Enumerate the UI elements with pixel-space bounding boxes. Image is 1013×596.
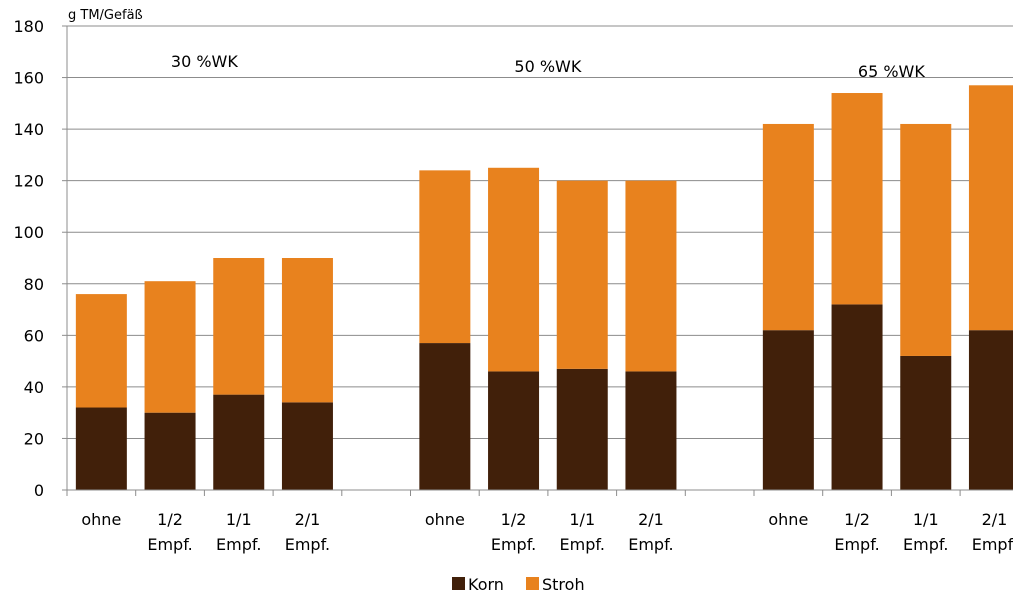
category-label: ohne bbox=[768, 510, 808, 529]
category-labels: ohne 1/2 Empf. 1/1 Empf. 2/1 Empf. ohne 1/2 Empf.… bbox=[81, 510, 1013, 554]
y-axis-unit-label: g TM/Gefäß bbox=[68, 8, 143, 23]
bar-korn bbox=[831, 304, 883, 490]
bar-stroh bbox=[419, 170, 471, 344]
group-label: 65 %WK bbox=[858, 62, 925, 81]
bar-stroh bbox=[900, 123, 952, 356]
category-label: Empf. bbox=[285, 535, 330, 554]
bar-korn bbox=[144, 412, 196, 490]
bar-korn bbox=[419, 343, 471, 490]
bar-stroh bbox=[213, 258, 265, 395]
category-label: 1/1 bbox=[913, 510, 939, 529]
legend-swatch-korn bbox=[452, 577, 465, 590]
group-label: 30 %WK bbox=[171, 52, 238, 71]
legend-label: Stroh bbox=[542, 575, 585, 594]
bar-stroh bbox=[556, 180, 608, 369]
category-label: Empf. bbox=[903, 535, 948, 554]
bar-korn bbox=[900, 355, 952, 490]
y-tick-label: 20 bbox=[24, 429, 44, 448]
y-tick-label: 100 bbox=[13, 223, 44, 242]
bar-korn bbox=[281, 402, 333, 490]
category-label: Empf. bbox=[560, 535, 605, 554]
group-label: 50 %WK bbox=[514, 57, 581, 76]
category-label: 1/2 bbox=[501, 510, 527, 529]
category-label: Empf. bbox=[628, 535, 673, 554]
y-tick-label: 40 bbox=[24, 378, 44, 397]
bar-stroh bbox=[762, 123, 814, 331]
y-axis-ticks: 0 20 40 60 80 100 120 140 160 180 bbox=[13, 17, 44, 500]
bar-korn bbox=[75, 407, 127, 490]
y-tick-label: 80 bbox=[24, 275, 44, 294]
x-axis bbox=[62, 25, 1013, 496]
bar-korn bbox=[213, 394, 265, 490]
category-label: Empf. bbox=[491, 535, 536, 554]
category-label: ohne bbox=[81, 510, 121, 529]
bars bbox=[75, 85, 1013, 490]
category-label: Empf. bbox=[216, 535, 261, 554]
legend: Korn Stroh bbox=[452, 575, 585, 594]
category-label: 2/1 bbox=[295, 510, 321, 529]
bar-stroh bbox=[968, 85, 1013, 331]
bar-korn bbox=[625, 371, 677, 490]
category-label: ohne bbox=[425, 510, 465, 529]
bar-korn bbox=[556, 368, 608, 490]
y-tick-label: 160 bbox=[13, 69, 44, 88]
category-label: 1/1 bbox=[569, 510, 595, 529]
bar-korn bbox=[762, 330, 814, 490]
category-label: Empf. bbox=[147, 535, 192, 554]
category-label: Empf. bbox=[972, 535, 1013, 554]
legend-swatch-stroh bbox=[526, 577, 539, 590]
bar-korn bbox=[968, 330, 1013, 490]
bar-stroh bbox=[488, 167, 540, 372]
bar-stroh bbox=[144, 281, 196, 413]
bar-korn bbox=[488, 371, 540, 490]
category-label: 1/1 bbox=[226, 510, 252, 529]
bar-stroh bbox=[75, 294, 127, 408]
bar-stroh bbox=[281, 258, 333, 403]
category-label: Empf. bbox=[834, 535, 879, 554]
legend-label: Korn bbox=[468, 575, 504, 594]
y-tick-label: 120 bbox=[13, 172, 44, 191]
bar-stroh bbox=[625, 180, 677, 372]
bar-stroh bbox=[831, 93, 883, 305]
group-labels: 30 %WK 50 %WK 65 %WK bbox=[171, 52, 925, 81]
category-label: 1/2 bbox=[157, 510, 183, 529]
category-label: 2/1 bbox=[982, 510, 1008, 529]
y-tick-label: 0 bbox=[34, 481, 44, 500]
y-tick-label: 180 bbox=[13, 17, 44, 36]
category-label: 2/1 bbox=[638, 510, 664, 529]
category-label: 1/2 bbox=[844, 510, 870, 529]
y-tick-label: 60 bbox=[24, 326, 44, 345]
y-tick-label: 140 bbox=[13, 120, 44, 139]
